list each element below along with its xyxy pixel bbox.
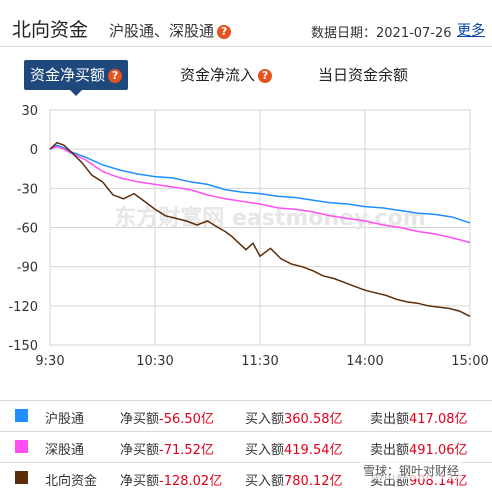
net-buy-label: 净买额 xyxy=(120,443,160,458)
tab-net-inflow[interactable]: 资金净流入? xyxy=(180,60,273,90)
net-buy: 净买额-71.52亿 xyxy=(120,439,214,458)
sell-label: 卖出额 xyxy=(370,412,410,427)
net-buy-value: -128.02亿 xyxy=(159,474,223,489)
series-swatch xyxy=(15,440,28,453)
legend-row: 沪股通 净买额-56.50亿 买入额360.58亿 卖出额417.08亿 xyxy=(0,400,492,431)
y-tick-label: 30 xyxy=(21,104,38,119)
y-tick-label: -90 xyxy=(17,261,38,276)
y-tick-label: -60 xyxy=(17,222,38,237)
buy-value: 360.58亿 xyxy=(284,412,343,427)
sell-amount: 卖出额417.08亿 xyxy=(370,408,468,427)
tab-daily-balance[interactable]: 当日资金余额 xyxy=(318,60,408,90)
net-buy-label: 净买额 xyxy=(120,412,160,427)
more-link[interactable]: 更多 xyxy=(457,23,485,39)
buy-label: 买入额 xyxy=(245,443,285,458)
tab-bar: 资金净买额? 资金净流入? 当日资金余额 xyxy=(24,60,474,96)
tab-net-buy[interactable]: 资金净买额? xyxy=(24,60,129,96)
page-subtitle: 沪股通、深股通? xyxy=(109,20,232,41)
question-icon[interactable]: ? xyxy=(217,25,232,39)
sell-label: 卖出额 xyxy=(370,443,410,458)
y-tick-label: -30 xyxy=(17,182,38,197)
net-buy-label: 净买额 xyxy=(120,474,160,489)
tab-label: 当日资金余额 xyxy=(318,66,409,84)
y-tick-label: -150 xyxy=(8,339,38,354)
series-name: 深股通 xyxy=(45,443,85,458)
xueqiu-watermark: 雪球：钢叶对财经 xyxy=(360,462,463,479)
x-tick-label: 9:30 xyxy=(35,354,64,369)
series-line-沪股通 xyxy=(49,144,471,224)
net-buy: 净买额-128.02亿 xyxy=(120,470,222,489)
series-name: 北向资金 xyxy=(45,474,98,489)
buy-amount: 买入额780.12亿 xyxy=(245,470,343,489)
legend-table: 沪股通 净买额-56.50亿 买入额360.58亿 卖出额417.08亿 深股通… xyxy=(0,400,492,493)
sell-value: 417.08亿 xyxy=(409,412,468,427)
buy-label: 买入额 xyxy=(245,412,285,427)
sell-amount: 卖出额491.06亿 xyxy=(370,439,468,458)
net-buy-value: -71.52亿 xyxy=(159,443,214,458)
data-date: 数据日期：2021-07-26 xyxy=(311,26,452,41)
net-buy: 净买额-56.50亿 xyxy=(120,408,214,427)
page-header: 北向资金 沪股通、深股通? 数据日期：2021-07-26 更多 xyxy=(0,0,492,47)
buy-label: 买入额 xyxy=(245,474,285,489)
buy-amount: 买入额419.54亿 xyxy=(245,439,343,458)
series-line-北向资金 xyxy=(49,141,471,317)
y-tick-label: -120 xyxy=(8,300,38,315)
x-tick-label: 11:30 xyxy=(241,354,278,369)
sell-value: 491.06亿 xyxy=(409,443,468,458)
subtitle-text: 沪股通、深股通 xyxy=(109,22,215,40)
buy-value: 419.54亿 xyxy=(284,443,343,458)
page-title: 北向资金 xyxy=(12,19,89,41)
question-icon[interactable]: ? xyxy=(258,69,273,83)
tab-label: 资金净买额 xyxy=(30,66,106,84)
x-tick-label: 10:30 xyxy=(136,354,173,369)
buy-value: 780.12亿 xyxy=(284,474,343,489)
net-buy-value: -56.50亿 xyxy=(159,412,214,427)
tab-label: 资金净流入 xyxy=(180,66,256,84)
series-swatch xyxy=(15,409,28,422)
question-icon[interactable]: ? xyxy=(108,69,123,83)
legend-row: 深股通 净买额-71.52亿 买入额419.54亿 卖出额491.06亿 xyxy=(0,431,492,462)
chart-watermark: 东方财富网 eastmoney.com xyxy=(114,205,425,231)
buy-amount: 买入额360.58亿 xyxy=(245,408,343,427)
series-swatch xyxy=(15,471,28,484)
y-tick-label: 0 xyxy=(30,143,38,158)
series-line-深股通 xyxy=(49,145,471,244)
x-tick-label: 15:00 xyxy=(451,354,488,369)
series-name: 沪股通 xyxy=(45,412,85,427)
x-tick-label: 14:00 xyxy=(346,354,383,369)
